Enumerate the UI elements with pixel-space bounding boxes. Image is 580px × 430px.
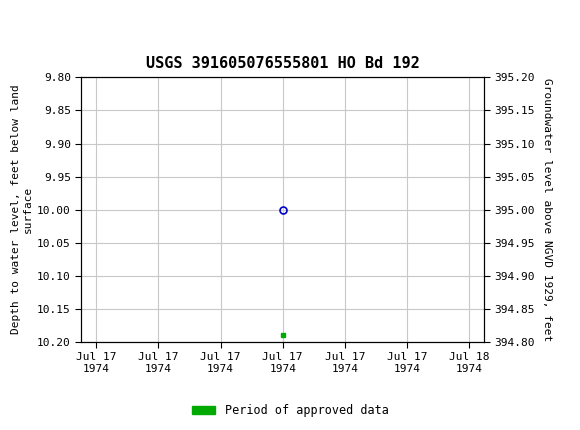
Text: USGS: USGS <box>32 10 92 30</box>
Y-axis label: Groundwater level above NGVD 1929, feet: Groundwater level above NGVD 1929, feet <box>542 78 552 341</box>
Y-axis label: Depth to water level, feet below land
surface: Depth to water level, feet below land su… <box>11 85 33 335</box>
Text: ≋: ≋ <box>7 8 28 32</box>
Title: USGS 391605076555801 HO Bd 192: USGS 391605076555801 HO Bd 192 <box>146 55 419 71</box>
Legend: Period of approved data: Period of approved data <box>187 399 393 422</box>
